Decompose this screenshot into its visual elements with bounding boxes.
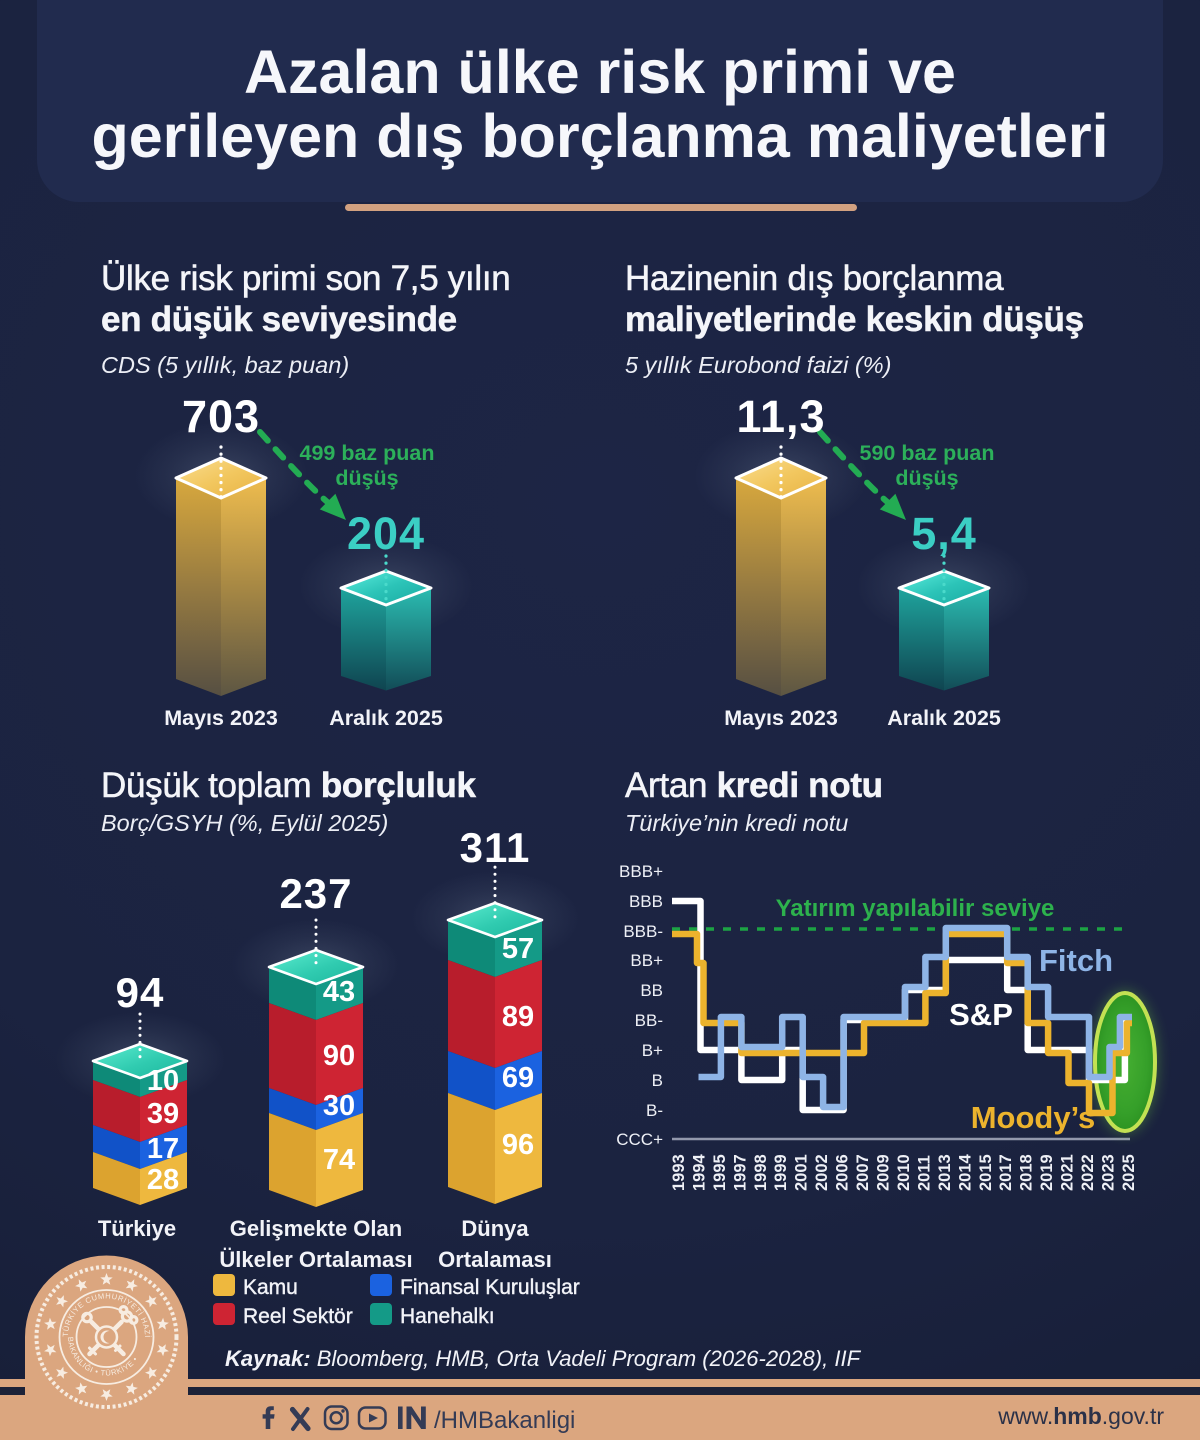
- svg-text:10: 10: [147, 1065, 179, 1097]
- svg-text:B-: B-: [646, 1101, 663, 1120]
- svg-text:B: B: [652, 1071, 663, 1090]
- svg-text:BB-: BB-: [635, 1011, 663, 1030]
- svg-text:Fitch: Fitch: [1039, 943, 1113, 978]
- svg-text:2022: 2022: [1079, 1154, 1097, 1191]
- svg-text:2009: 2009: [875, 1154, 893, 1191]
- svg-text:2013: 2013: [936, 1154, 954, 1191]
- svg-text:2014: 2014: [956, 1153, 974, 1191]
- svg-text:1993: 1993: [670, 1154, 688, 1191]
- svg-text:B+: B+: [642, 1041, 663, 1060]
- svg-text:57: 57: [502, 933, 534, 965]
- svg-text:28: 28: [147, 1164, 179, 1196]
- svg-text:1997: 1997: [731, 1154, 749, 1191]
- svg-text:69: 69: [502, 1062, 534, 1094]
- svg-text:89: 89: [502, 1001, 534, 1033]
- svg-text:1999: 1999: [772, 1154, 790, 1191]
- svg-text:90: 90: [323, 1040, 355, 1072]
- svg-text:S&P: S&P: [949, 997, 1013, 1032]
- svg-text:2015: 2015: [977, 1154, 995, 1191]
- svg-text:2023: 2023: [1100, 1154, 1118, 1191]
- svg-text:17: 17: [147, 1133, 179, 1165]
- svg-text:CCC+: CCC+: [616, 1130, 663, 1149]
- svg-text:BB: BB: [640, 981, 663, 1000]
- svg-text:2001: 2001: [793, 1154, 811, 1191]
- svg-text:43: 43: [323, 976, 355, 1008]
- svg-text:2018: 2018: [1018, 1154, 1036, 1191]
- svg-text:96: 96: [502, 1129, 534, 1161]
- svg-text:2017: 2017: [997, 1154, 1015, 1191]
- svg-text:2010: 2010: [895, 1154, 913, 1191]
- svg-text:2019: 2019: [1038, 1154, 1056, 1191]
- svg-text:2011: 2011: [915, 1155, 933, 1191]
- svg-text:2021: 2021: [1059, 1154, 1077, 1191]
- svg-text:30: 30: [323, 1090, 355, 1122]
- svg-text:39: 39: [147, 1098, 179, 1130]
- svg-text:74: 74: [323, 1144, 355, 1176]
- svg-text:2025: 2025: [1120, 1154, 1138, 1191]
- svg-text:1995: 1995: [711, 1154, 729, 1191]
- svg-text:2006: 2006: [834, 1154, 852, 1191]
- svg-text:2002: 2002: [813, 1154, 831, 1191]
- svg-text:BBB+: BBB+: [619, 862, 663, 881]
- svg-text:Moody’s: Moody’s: [971, 1100, 1096, 1135]
- svg-text:2007: 2007: [854, 1154, 872, 1191]
- svg-text:1994: 1994: [691, 1153, 709, 1191]
- svg-text:BB+: BB+: [630, 951, 663, 970]
- svg-text:/HMBakanligi: /HMBakanligi: [434, 1407, 575, 1433]
- svg-text:BBB-: BBB-: [623, 922, 663, 941]
- svg-text:BBB: BBB: [629, 892, 663, 911]
- svg-text:1998: 1998: [752, 1154, 770, 1191]
- svg-text:Yatırım yapılabilir seviye: Yatırım yapılabilir seviye: [776, 895, 1055, 922]
